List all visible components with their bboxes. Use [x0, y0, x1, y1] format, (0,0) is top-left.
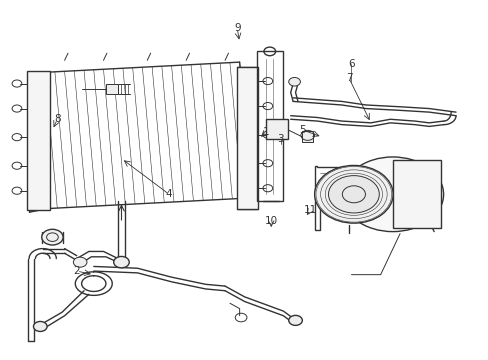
Bar [237, 67, 257, 208]
Bar [266, 119, 287, 139]
Text: 2: 2 [73, 266, 80, 276]
Text: 5: 5 [299, 125, 305, 135]
Text: 10: 10 [264, 216, 277, 226]
Text: 8: 8 [54, 114, 61, 124]
Text: 6: 6 [347, 59, 354, 69]
Circle shape [288, 77, 300, 86]
Bar [27, 71, 50, 210]
Bar [392, 160, 441, 228]
Text: 11: 11 [303, 205, 316, 215]
Circle shape [114, 256, 129, 268]
Circle shape [328, 176, 379, 213]
Bar [106, 84, 118, 94]
Text: 7: 7 [345, 73, 352, 83]
Text: 3: 3 [277, 134, 284, 144]
Bar [301, 131, 312, 143]
Circle shape [33, 321, 47, 332]
Text: 1: 1 [263, 127, 269, 137]
Circle shape [288, 315, 302, 325]
Text: 4: 4 [165, 189, 172, 199]
Circle shape [314, 166, 392, 223]
Text: 9: 9 [233, 23, 240, 33]
Circle shape [73, 257, 87, 267]
Circle shape [41, 229, 63, 245]
Bar [256, 51, 283, 202]
Circle shape [341, 157, 443, 231]
